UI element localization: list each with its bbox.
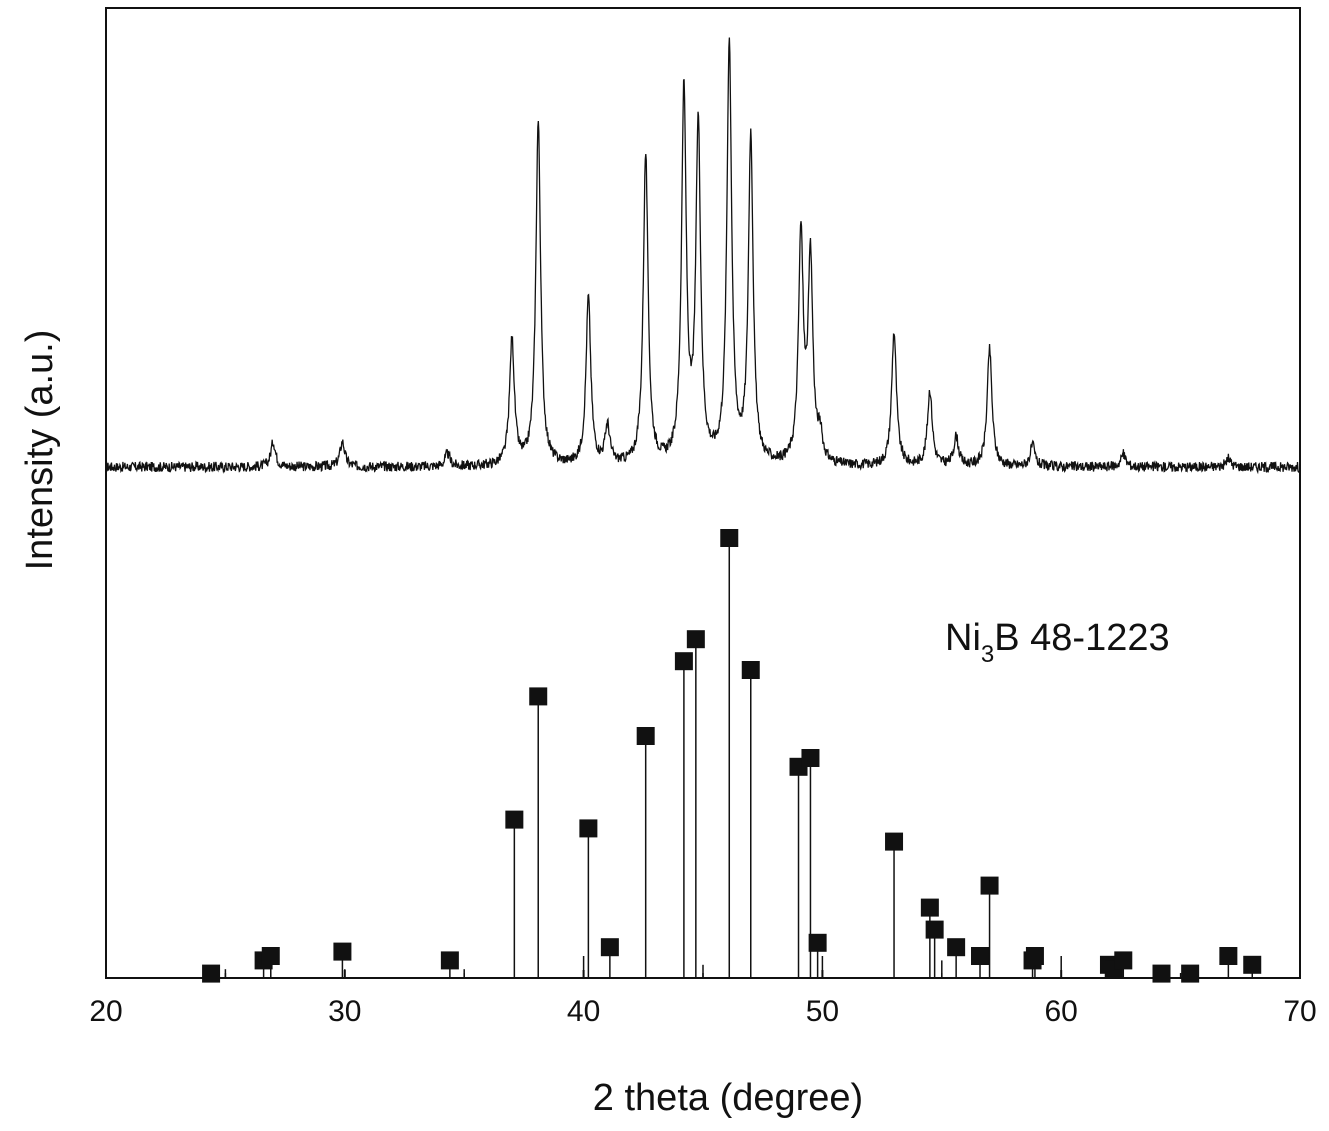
reference-marker <box>505 811 523 829</box>
reference-marker <box>687 630 705 648</box>
x-tick-label: 50 <box>806 995 839 1028</box>
reference-marker <box>742 661 760 679</box>
reference-marker <box>579 819 597 837</box>
reference-marker <box>1181 965 1199 983</box>
xrd-pattern <box>106 37 1300 471</box>
reference-marker <box>1114 951 1132 969</box>
reference-marker <box>637 727 655 745</box>
reference-marker <box>675 652 693 670</box>
reference-marker <box>926 921 944 939</box>
reference-marker <box>1026 947 1044 965</box>
reference-marker <box>1243 956 1261 974</box>
x-tick-label: 30 <box>328 995 361 1028</box>
reference-marker <box>441 951 459 969</box>
annotation-subscript: 3 <box>981 641 994 668</box>
x-tick-label: 70 <box>1283 995 1316 1028</box>
x-axis-title: 2 theta (degree) <box>593 1077 863 1119</box>
reference-marker <box>981 877 999 895</box>
reference-marker <box>971 947 989 965</box>
plot-border <box>106 8 1300 978</box>
reference-marker <box>720 529 738 547</box>
reference-marker <box>202 965 220 983</box>
reference-marker <box>601 938 619 956</box>
reference-marker <box>809 934 827 952</box>
x-tick-label: 40 <box>567 995 600 1028</box>
y-axis-title: Intensity (a.u.) <box>19 330 61 571</box>
reference-marker <box>885 833 903 851</box>
reference-pattern <box>202 529 1261 983</box>
reference-marker <box>801 749 819 767</box>
reference-marker <box>947 938 965 956</box>
reference-marker <box>333 943 351 961</box>
reference-marker <box>262 947 280 965</box>
reference-marker <box>1219 947 1237 965</box>
reference-marker <box>921 899 939 917</box>
reference-marker <box>1152 965 1170 983</box>
annotation-rest: B 48-1223 <box>994 617 1169 659</box>
annotation-main: Ni <box>945 617 981 659</box>
x-tick-label: 60 <box>1045 995 1078 1028</box>
reference-marker <box>529 687 547 705</box>
reference-annotation: Ni3B 48-1223 <box>945 617 1170 668</box>
x-tick-label: 20 <box>89 995 122 1028</box>
xrd-pattern-line <box>106 37 1300 471</box>
plot-frame <box>106 8 1300 978</box>
